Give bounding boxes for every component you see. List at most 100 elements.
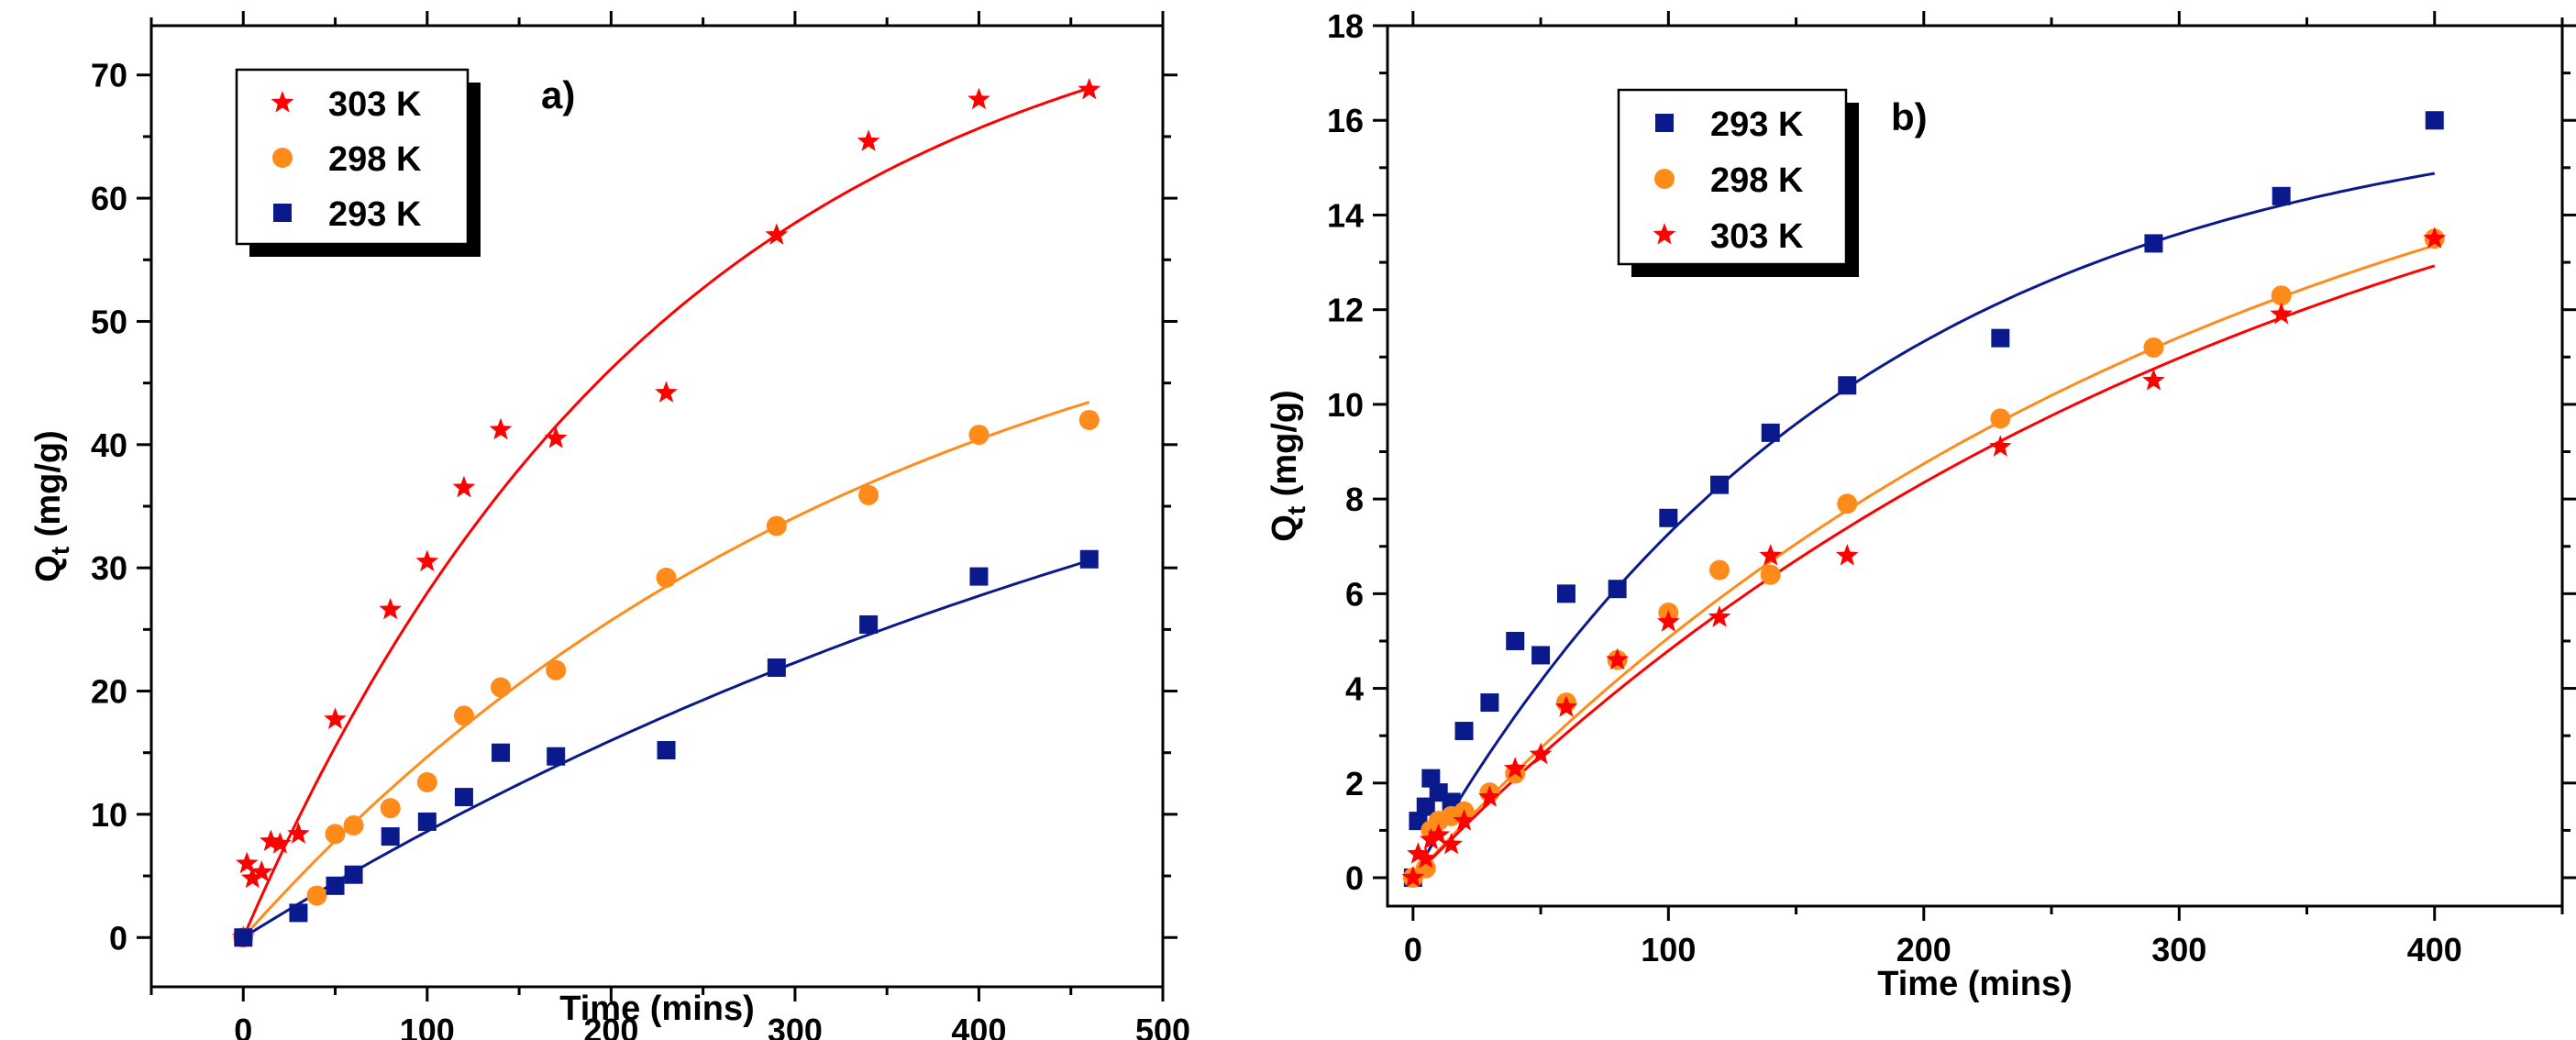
data-point xyxy=(969,567,989,586)
legend-marker xyxy=(273,204,292,222)
y-axis-label-main: Q xyxy=(29,555,68,582)
data-point xyxy=(1478,785,1501,807)
data-point xyxy=(415,549,439,571)
data-point xyxy=(2270,302,2293,325)
data-point xyxy=(492,743,511,762)
series-303k xyxy=(1401,227,2447,888)
data-point xyxy=(1710,475,1730,494)
data-point xyxy=(1657,610,1680,632)
data-point xyxy=(2143,337,2164,358)
y-tick-label: 20 xyxy=(91,673,127,711)
y-axis-label-main: Q xyxy=(1266,514,1304,542)
x-tick-label: 400 xyxy=(2407,931,2462,968)
data-point xyxy=(2271,285,2292,306)
data-point xyxy=(1079,549,1099,569)
x-tick-label: 0 xyxy=(234,1012,252,1040)
data-point xyxy=(306,885,327,906)
data-point xyxy=(544,426,568,448)
fit-line-293k xyxy=(1411,171,2436,879)
y-tick-label: 60 xyxy=(91,180,127,217)
y-tick-label: 18 xyxy=(1327,7,1364,45)
data-point xyxy=(657,741,676,760)
data-point xyxy=(2272,186,2291,205)
y-tick-label: 6 xyxy=(1345,575,1364,613)
data-point xyxy=(858,484,879,505)
data-point xyxy=(857,129,880,151)
legend-label: 293 K xyxy=(328,195,422,234)
data-point xyxy=(1416,797,1435,816)
series-293k xyxy=(234,549,1099,947)
legend-marker xyxy=(1655,114,1674,132)
y-tick-label: 0 xyxy=(1345,859,1364,897)
y-axis-label: Qt (mg/g) xyxy=(1266,390,1310,542)
y-axis-label-units: (mg/g) xyxy=(29,430,68,547)
legend: 293 K 298 K 303 K xyxy=(1617,88,1859,277)
y-tick-label: 4 xyxy=(1345,670,1364,708)
legend-marker xyxy=(1654,169,1675,189)
y-tick-label: 12 xyxy=(1327,292,1364,329)
data-point xyxy=(1835,544,1859,566)
data-point xyxy=(344,865,363,884)
x-tick-label: 200 xyxy=(583,1012,638,1040)
fit-line-303k xyxy=(1411,264,2436,880)
data-point xyxy=(967,87,990,110)
data-point xyxy=(2425,111,2444,130)
data-point xyxy=(235,851,259,874)
data-point xyxy=(240,866,264,889)
y-tick-label: 40 xyxy=(91,426,127,464)
y-tick-label: 2 xyxy=(1345,765,1364,802)
data-point xyxy=(381,827,400,846)
data-point xyxy=(1991,328,2010,348)
data-point xyxy=(234,928,253,947)
y-tick-label: 16 xyxy=(1327,102,1364,139)
data-point xyxy=(1708,605,1731,627)
fit-line-293k xyxy=(242,559,1090,939)
legend-label: 293 K xyxy=(1710,105,1804,144)
series-298k xyxy=(1402,228,2445,889)
x-tick-label: 0 xyxy=(1404,931,1422,968)
data-point xyxy=(289,903,308,923)
data-point xyxy=(765,223,789,245)
data-point xyxy=(343,814,364,835)
data-point xyxy=(2144,234,2163,253)
data-point xyxy=(1760,564,1781,585)
y-tick-label: 8 xyxy=(1345,481,1364,518)
data-point xyxy=(1606,647,1629,670)
y-tick-label: 14 xyxy=(1327,196,1364,234)
legend-label: 298 K xyxy=(328,140,422,179)
y-tick-label: 0 xyxy=(109,919,127,957)
data-point xyxy=(1503,757,1527,779)
y-axis-label-units: (mg/g) xyxy=(1266,390,1304,506)
x-tick-label: 100 xyxy=(1641,931,1696,968)
x-tick-label: 300 xyxy=(768,1012,823,1040)
plot-frame xyxy=(1386,24,2564,908)
data-point xyxy=(453,705,474,726)
data-point xyxy=(1556,584,1575,603)
data-point xyxy=(968,425,989,446)
data-point xyxy=(250,860,273,882)
data-point xyxy=(1480,693,1499,713)
data-point xyxy=(2142,369,2165,391)
data-point xyxy=(2423,227,2447,249)
legend-label: 298 K xyxy=(1710,161,1804,200)
fit-line-298k xyxy=(242,401,1090,939)
x-tick-label: 400 xyxy=(951,1012,1006,1040)
data-point xyxy=(416,771,437,792)
data-point xyxy=(1078,409,1100,430)
data-point xyxy=(1421,769,1441,788)
data-point xyxy=(454,788,473,807)
data-point xyxy=(656,567,677,588)
data-point xyxy=(859,614,879,634)
data-point xyxy=(766,515,787,537)
y-tick-label: 30 xyxy=(91,549,127,587)
data-point xyxy=(1989,435,2012,457)
data-point xyxy=(1659,508,1678,527)
data-point xyxy=(491,677,512,698)
x-tick-label: 300 xyxy=(2151,931,2206,968)
data-point xyxy=(1078,77,1101,100)
data-point xyxy=(655,381,678,403)
data-point xyxy=(1401,866,1425,888)
data-point xyxy=(1440,832,1463,855)
x-axis-label: Time (mins) xyxy=(559,990,755,1028)
data-point xyxy=(417,812,437,831)
